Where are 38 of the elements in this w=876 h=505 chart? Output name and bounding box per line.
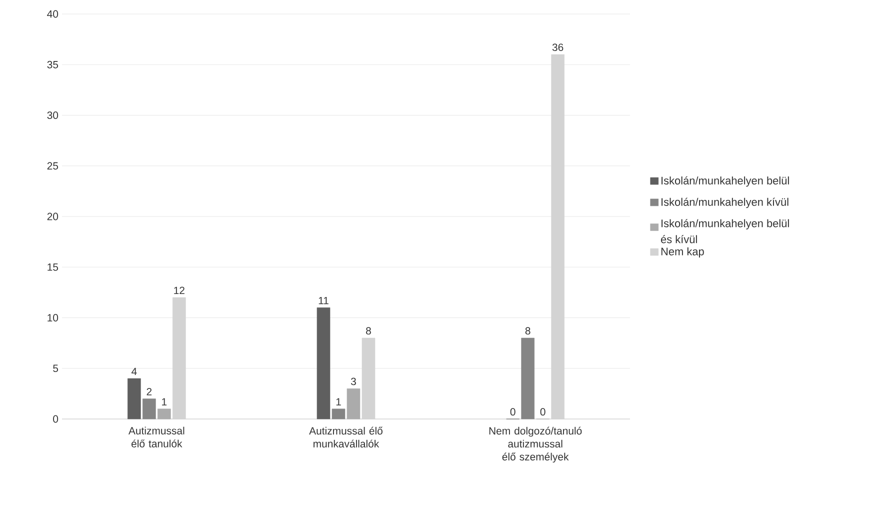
bar [551, 54, 564, 420]
y-tick-label: 25 [47, 162, 58, 170]
bar [332, 408, 346, 420]
y-tick-label: 20 [47, 212, 58, 220]
bar [172, 297, 186, 420]
x-tick-label: Nem dolgozó/tanuló autizmussal élő személyek [489, 426, 582, 463]
bar [128, 378, 141, 420]
legend-label: Iskolán/munkahelyen kívül [662, 198, 788, 208]
data-label: 3 [350, 378, 356, 386]
y-tick-label: 15 [48, 263, 58, 271]
y-tick-label: 5 [53, 364, 58, 372]
bar [362, 338, 376, 420]
x-tick-label: Autizmussal élő tanulók [128, 426, 184, 448]
data-label: 4 [132, 368, 137, 376]
bar [142, 398, 156, 420]
bar [158, 408, 171, 420]
legend-label: Iskolán/munkahelyen belül és kívül [660, 219, 789, 244]
data-label: 8 [525, 327, 530, 335]
y-tick-label: 10 [48, 314, 58, 322]
data-label: 11 [318, 296, 328, 304]
data-label: 2 [146, 388, 152, 396]
bar [316, 307, 330, 420]
data-label: 0 [510, 408, 516, 416]
data-label: 36 [552, 44, 564, 52]
x-tick-label: Autizmussal élő munkavállalók [309, 426, 382, 448]
data-label: 12 [174, 286, 184, 294]
data-label: 0 [540, 408, 546, 416]
data-label: 1 [162, 398, 167, 406]
data-label: 8 [366, 327, 371, 335]
legend-label: Nem kap [661, 247, 704, 258]
bar [346, 388, 360, 420]
y-tick-label: 40 [47, 10, 58, 18]
y-tick-label: 30 [47, 112, 58, 119]
bar [521, 338, 534, 420]
y-tick-label: 35 [47, 60, 58, 68]
data-label: 1 [336, 398, 341, 406]
legend-label: Iskolán/munkahelyen belül [662, 176, 789, 187]
y-tick-label: 0 [53, 415, 58, 423]
